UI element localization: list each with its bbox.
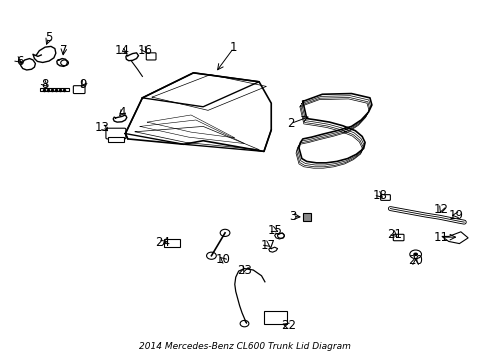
Text: 21: 21 xyxy=(386,228,401,241)
Polygon shape xyxy=(441,232,467,244)
Text: 17: 17 xyxy=(260,239,275,252)
Text: 11: 11 xyxy=(433,231,448,244)
FancyBboxPatch shape xyxy=(73,86,85,94)
Bar xyxy=(108,137,123,142)
Text: 12: 12 xyxy=(433,203,448,216)
Bar xyxy=(40,88,69,91)
Circle shape xyxy=(412,252,417,256)
Text: 4: 4 xyxy=(118,106,125,120)
FancyBboxPatch shape xyxy=(106,128,125,139)
Text: 14: 14 xyxy=(114,44,129,57)
FancyBboxPatch shape xyxy=(392,234,403,241)
Text: 7: 7 xyxy=(60,44,67,57)
Text: 16: 16 xyxy=(137,44,152,57)
FancyBboxPatch shape xyxy=(380,195,389,201)
Text: 3: 3 xyxy=(289,210,296,223)
Text: 5: 5 xyxy=(45,31,53,44)
Text: 20: 20 xyxy=(407,254,422,267)
Text: 18: 18 xyxy=(371,189,386,202)
Text: 22: 22 xyxy=(280,319,295,332)
Text: 10: 10 xyxy=(215,253,229,266)
FancyBboxPatch shape xyxy=(146,53,156,60)
Text: 2: 2 xyxy=(286,117,294,130)
Text: 6: 6 xyxy=(16,55,23,68)
Text: 8: 8 xyxy=(41,78,49,91)
Bar xyxy=(302,213,310,221)
Text: 2014 Mercedes-Benz CL600 Trunk Lid Diagram: 2014 Mercedes-Benz CL600 Trunk Lid Diagr… xyxy=(138,342,350,351)
Text: 23: 23 xyxy=(237,264,251,276)
Text: 9: 9 xyxy=(79,78,87,91)
Text: 19: 19 xyxy=(447,208,463,221)
Text: 1: 1 xyxy=(229,41,237,54)
Text: 13: 13 xyxy=(95,121,110,134)
Bar xyxy=(164,239,180,247)
Bar xyxy=(264,311,287,324)
Text: 24: 24 xyxy=(155,236,170,249)
Text: 15: 15 xyxy=(266,224,282,237)
